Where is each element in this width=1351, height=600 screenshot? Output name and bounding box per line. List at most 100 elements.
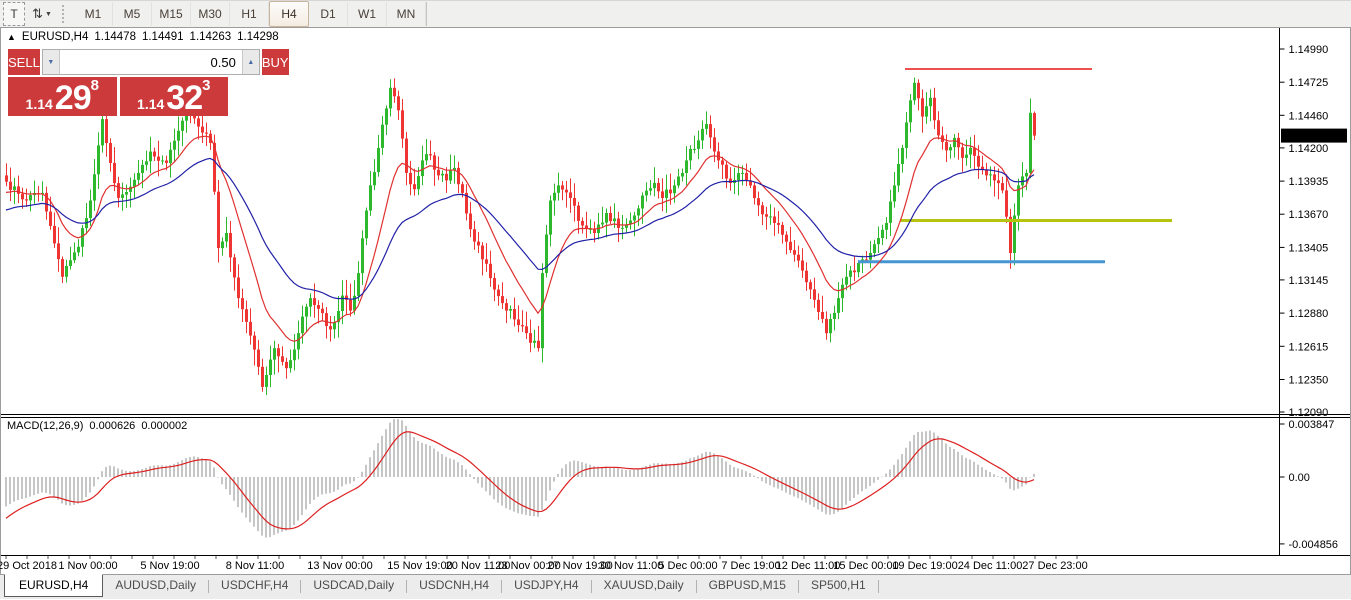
- date-tick-label: 30 Nov 11:00: [599, 560, 664, 572]
- ohlc-close: 1.14298: [237, 31, 279, 43]
- tab-usdcnh-h4[interactable]: USDCNH,H4: [419, 578, 490, 592]
- buy-price-main: 32: [166, 79, 203, 117]
- date-tick-label: 7 Dec 19:00: [721, 560, 780, 572]
- date-tick-label: 27 Dec 23:00: [1022, 560, 1087, 572]
- date-tick-label: 24 Dec 11:00: [958, 560, 1023, 572]
- tab-separator: [501, 580, 503, 593]
- date-tick-label: 5 Nov 19:00: [140, 560, 199, 572]
- tab-separator: [300, 580, 302, 593]
- sell-price-pipette: 8: [90, 77, 99, 94]
- date-tick-label: 19 Dec 19:00: [892, 560, 957, 572]
- macd-value-signal: 0.000002: [141, 420, 188, 432]
- date-tick-label: 1 Nov 00:00: [58, 560, 117, 572]
- volume-decrease-button[interactable]: ▼: [42, 50, 60, 74]
- top-toolbar: T ⇅ ▼ M1 M5 M15 M30 H1 H4 D1 W1 MN: [0, 0, 1351, 28]
- timeframe-m30-button[interactable]: M30: [191, 2, 230, 26]
- price-tick-label: 1.14200: [1289, 143, 1329, 155]
- triangle-up-icon: ▲: [247, 58, 255, 66]
- sort-arrows-icon: ⇅: [32, 6, 43, 21]
- chart-tab-bar: EURUSD,H4 AUDUSD,Daily USDCHF,H4 USDCAD,…: [0, 574, 1351, 599]
- timeframe-w1-button[interactable]: W1: [348, 2, 387, 26]
- macd-tick-label: 0.00: [1289, 472, 1310, 484]
- buy-price-pipette: 3: [202, 77, 211, 94]
- tab-separator: [406, 580, 408, 593]
- tab-usdchf-h4[interactable]: USDCHF,H4: [221, 578, 289, 592]
- price-tick-label: 1.13935: [1289, 176, 1329, 188]
- candlestick-series: [5, 77, 1036, 395]
- macd-axis[interactable]: 0.003847 0.00 -0.004856: [1279, 419, 1339, 551]
- price-tick-label: 1.13145: [1289, 275, 1329, 287]
- timeframe-h4-button[interactable]: H4: [269, 1, 309, 27]
- macd-tick-label: 0.003847: [1289, 419, 1335, 431]
- price-tick-label: 1.13405: [1289, 242, 1329, 254]
- timeframe-m1-button[interactable]: M1: [74, 2, 113, 26]
- one-click-trading-panel: SELL ▼ ▲ BUY 1.14 29 8 1.14 32 3: [8, 49, 289, 117]
- date-tick-label: 8 Nov 11:00: [226, 560, 285, 572]
- date-tick-label: 15 Dec 00:00: [833, 560, 898, 572]
- timeframe-d1-button[interactable]: D1: [309, 2, 348, 26]
- macd-value-main: 0.000626: [89, 420, 136, 432]
- tab-eurusd-h4[interactable]: EURUSD,H4: [4, 574, 104, 597]
- sell-price-button[interactable]: 1.14 29 8: [8, 77, 117, 116]
- price-chart-svg: 1.14990 1.14725 1.14460 1.14200 1.13935 1.136…: [0, 28, 1351, 574]
- macd-signal-line: [5, 431, 1035, 530]
- date-tick-label: 29 Oct 2018: [0, 560, 57, 572]
- tab-sp500-h1[interactable]: SP500,H1: [810, 578, 866, 592]
- price-tick-label: 1.14460: [1289, 110, 1329, 122]
- volume-input[interactable]: [59, 50, 242, 74]
- timeframe-mn-button[interactable]: MN: [387, 2, 426, 26]
- triangle-down-icon: ▼: [47, 58, 55, 66]
- collapse-panel-icon[interactable]: ▲: [7, 32, 16, 42]
- chart-symbol-label: EURUSD,H4: [21, 31, 89, 43]
- toolbar-drag-handle[interactable]: [62, 5, 68, 23]
- chart-ohlc-header: ▲ EURUSD,H4 1.14478 1.14491 1.14263 1.14298: [7, 31, 279, 43]
- arrange-windows-button[interactable]: ⇅ ▼: [27, 3, 57, 25]
- sell-button[interactable]: SELL: [8, 49, 40, 75]
- chevron-down-icon: ▼: [44, 10, 52, 18]
- sell-price-main: 29: [54, 79, 92, 117]
- text-tool-button[interactable]: T: [3, 2, 25, 26]
- price-tick-label: 1.13670: [1289, 209, 1329, 221]
- toolbar-separator: [426, 2, 427, 26]
- date-tick-label: 27 Nov 19:00: [547, 560, 612, 572]
- volume-stepper: ▼ ▲: [41, 49, 260, 75]
- tab-separator: [590, 580, 592, 593]
- volume-increase-button[interactable]: ▲: [241, 50, 259, 74]
- buy-button[interactable]: BUY: [261, 49, 289, 75]
- ohlc-open: 1.14478: [94, 31, 136, 43]
- timeframe-m5-button[interactable]: M5: [113, 2, 152, 26]
- tab-separator: [208, 580, 210, 593]
- price-tick-label: 1.12350: [1289, 375, 1329, 387]
- price-axis[interactable]: 1.14990 1.14725 1.14460 1.14200 1.13935 1.136…: [1279, 28, 1348, 556]
- buy-price-button[interactable]: 1.14 32 3: [119, 77, 228, 117]
- date-tick-label: 23 Nov 00:00: [495, 560, 560, 572]
- price-tick-label: 1.12615: [1289, 341, 1329, 353]
- slow-ma: [5, 157, 1035, 300]
- price-tick-label: 1.14990: [1289, 44, 1329, 56]
- price-tick-label: 1.12880: [1289, 308, 1329, 320]
- tab-separator: [797, 580, 799, 593]
- fast-ma: [5, 135, 1035, 342]
- timeframe-m15-button[interactable]: M15: [152, 2, 191, 26]
- tab-audusd-daily[interactable]: AUDUSD,Daily: [115, 578, 197, 592]
- horizontal-lines[interactable]: [858, 68, 1172, 264]
- date-axis[interactable]: 29 Oct 2018 1 Nov 00:00 5 Nov 19:00 8 Nov 1…: [0, 556, 1088, 572]
- sell-price-prefix: 1.14: [25, 96, 53, 112]
- chart-window[interactable]: 1.14990 1.14725 1.14460 1.14200 1.13935 1.136…: [0, 28, 1351, 574]
- tab-gbpusd-m15[interactable]: GBPUSD,M15: [708, 578, 786, 592]
- date-tick-label: 13 Nov 00:00: [307, 560, 372, 572]
- current-price-label: 1.14298: [1286, 131, 1326, 143]
- tab-separator: [695, 580, 697, 593]
- tab-usdcad-daily[interactable]: USDCAD,Daily: [313, 578, 395, 592]
- timeframe-h1-button[interactable]: H1: [230, 2, 269, 26]
- price-tick-label: 1.12090: [1289, 407, 1329, 419]
- macd-name: MACD(12,26,9): [7, 420, 84, 432]
- date-tick-label: 20 Nov 11:00: [446, 560, 511, 572]
- price-tick-label: 1.14725: [1289, 77, 1329, 89]
- ohlc-high: 1.14491: [141, 31, 184, 43]
- tab-xauusd-daily[interactable]: XAUUSD,Daily: [603, 578, 684, 592]
- buy-price-prefix: 1.14: [137, 96, 165, 112]
- tab-usdjpy-h4[interactable]: USDJPY,H4: [514, 578, 579, 592]
- ohlc-low: 1.14263: [189, 31, 232, 43]
- macd-tick-label: -0.004856: [1289, 539, 1339, 551]
